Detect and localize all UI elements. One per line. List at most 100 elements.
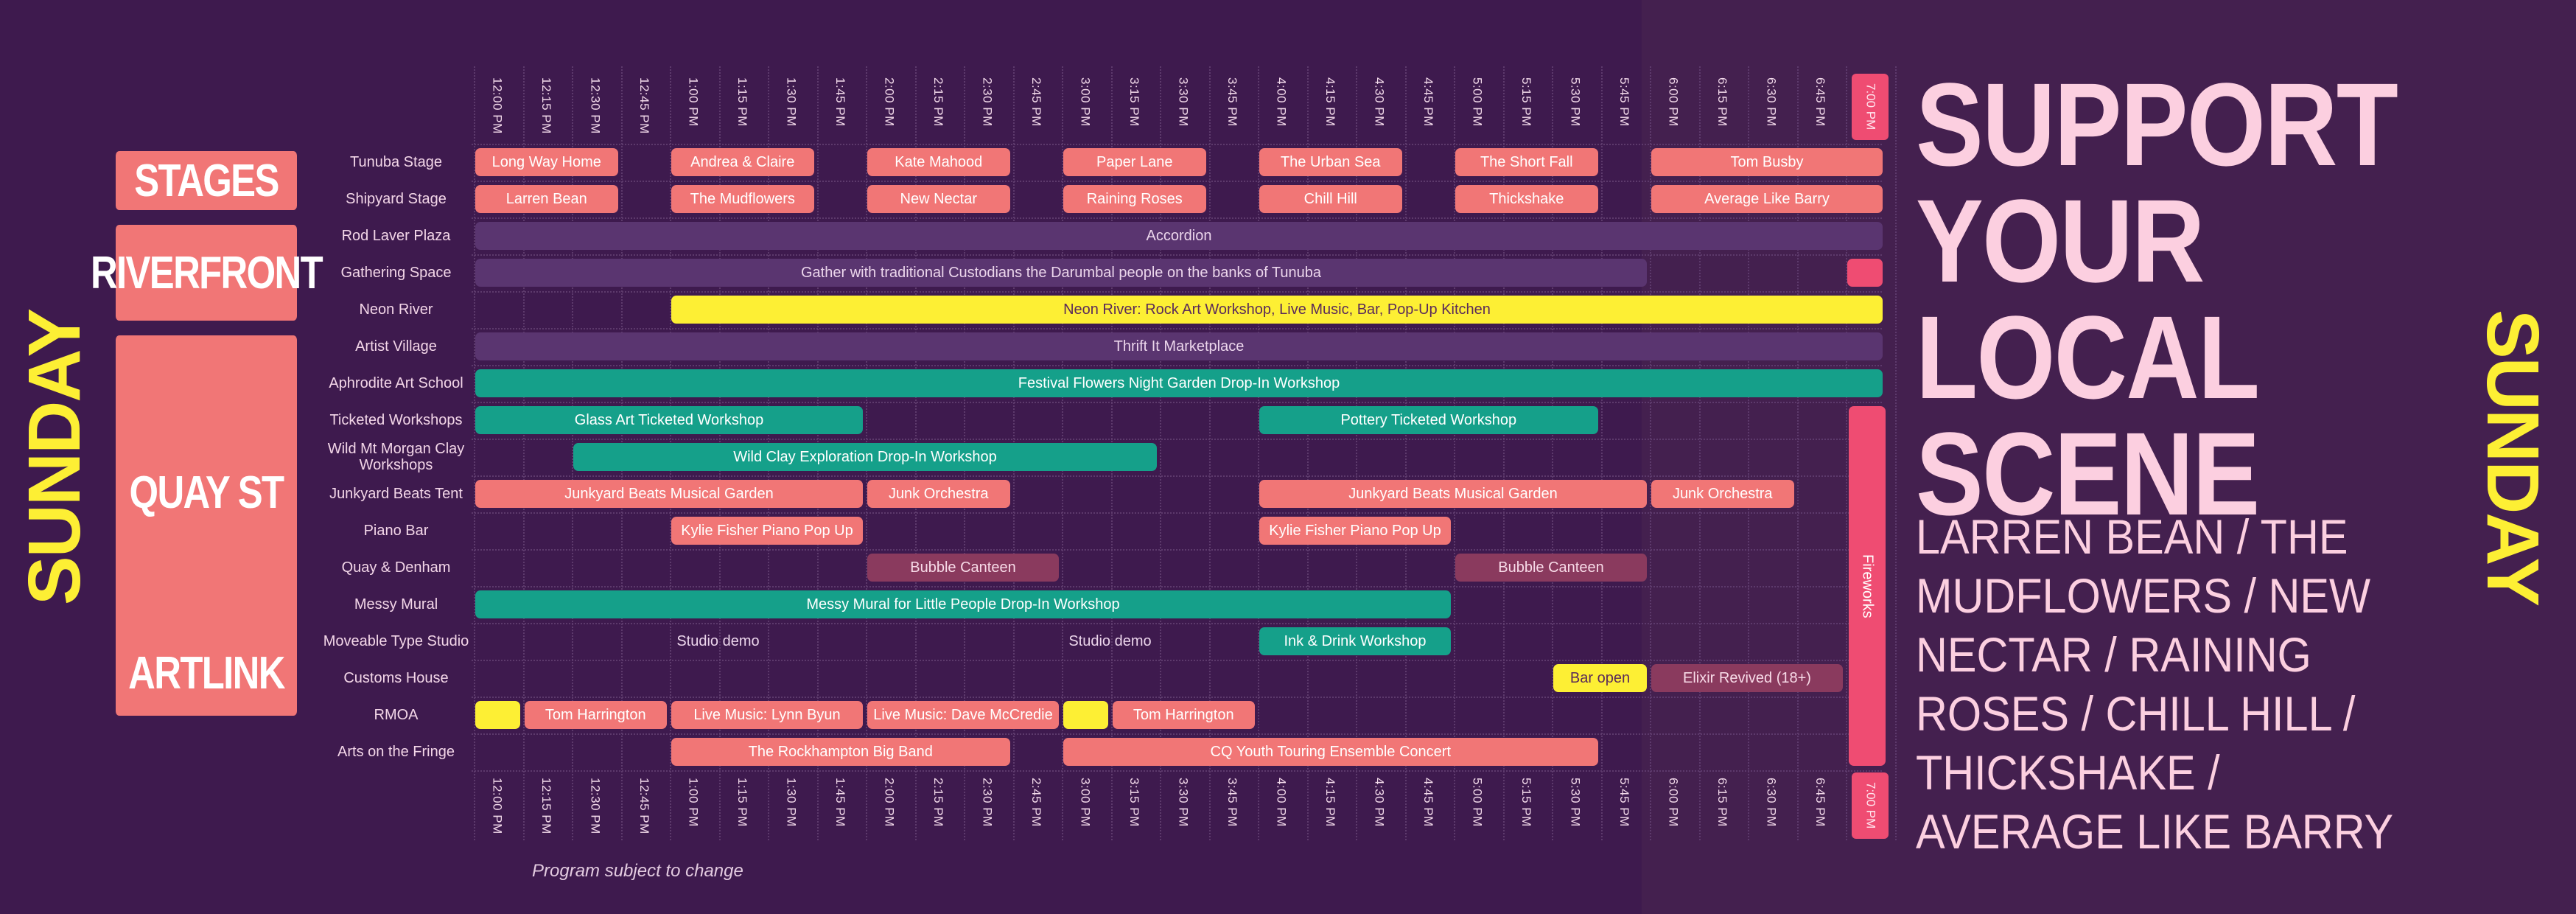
event-block[interactable]: Wild Clay Exploration Drop-In Workshop [573, 443, 1157, 471]
event-block[interactable]: Festival Flowers Night Garden Drop-In Wo… [475, 369, 1883, 397]
event-block[interactable]: Tom Harrington [524, 701, 667, 729]
time-label-bottom: 3:00 PM [1078, 778, 1093, 827]
time-label-top: 3:00 PM [1078, 77, 1093, 127]
event-block[interactable]: Bubble Canteen [867, 554, 1059, 582]
time-label-top: 5:30 PM [1568, 77, 1583, 127]
time-label-bottom: 3:30 PM [1176, 778, 1191, 827]
event-block[interactable]: Thrift It Marketplace [475, 332, 1883, 360]
event-block[interactable] [1063, 701, 1108, 729]
time-label-top: 6:15 PM [1715, 77, 1729, 127]
event-block[interactable]: Kylie Fisher Piano Pop Up [671, 517, 863, 545]
event-block[interactable]: Long Way Home [475, 148, 618, 176]
event-block[interactable]: Junkyard Beats Musical Garden [1259, 480, 1647, 508]
time-label-bottom: 2:15 PM [931, 778, 945, 827]
event-block[interactable]: Junk Orchestra [1651, 480, 1794, 508]
grid-line [1552, 66, 1553, 840]
venue-label: Neon River [359, 301, 433, 318]
category-artlink: ARTLINK [116, 630, 297, 716]
event-block[interactable]: Messy Mural for Little People Drop-In Wo… [475, 590, 1451, 618]
event-block[interactable]: Andrea & Claire [671, 148, 814, 176]
event-block[interactable]: Kate Mahood [867, 148, 1010, 176]
grid-line [472, 475, 1882, 477]
event-block[interactable]: Paper Lane [1063, 148, 1206, 176]
time-label-top: 3:45 PM [1225, 77, 1239, 127]
venue-label: Messy Mural [354, 596, 438, 613]
event-block[interactable]: Glass Art Ticketed Workshop [475, 406, 863, 434]
event-block[interactable]: Larren Bean [475, 185, 618, 213]
event-block[interactable]: Raining Roses [1063, 185, 1206, 213]
event-block[interactable]: Kylie Fisher Piano Pop Up [1259, 517, 1451, 545]
time-label-top: 4:45 PM [1421, 77, 1435, 127]
event-block[interactable] [475, 701, 520, 729]
grid-line [1894, 66, 1897, 840]
lineup-list: LARREN BEAN / THE MUDFLOWERS / NEW NECTA… [1916, 509, 2394, 859]
event-block[interactable]: New Nectar [867, 185, 1010, 213]
grid-line [472, 512, 1882, 514]
venue-label: Moveable Type Studio [323, 633, 469, 649]
grid-line [472, 439, 1882, 440]
event-block[interactable]: The Urban Sea [1259, 148, 1402, 176]
time-label-top: 1:00 PM [686, 77, 701, 127]
event-block[interactable]: Neon River: Rock Art Workshop, Live Musi… [671, 296, 1883, 324]
time-label-bottom: 1:30 PM [784, 778, 799, 827]
event-block[interactable]: Average Like Barry [1651, 185, 1883, 213]
event-block[interactable]: The Short Fall [1455, 148, 1598, 176]
event-block[interactable]: Thickshake [1455, 185, 1598, 213]
time-label-top: 5:00 PM [1470, 77, 1485, 127]
time-label-bottom: 1:00 PM [686, 778, 701, 827]
fireworks-block[interactable]: Fireworks [1849, 406, 1886, 766]
event-block[interactable]: Bubble Canteen [1455, 554, 1647, 582]
event-block[interactable]: Junkyard Beats Musical Garden [475, 480, 863, 508]
time-label-bottom: 5:15 PM [1519, 778, 1533, 827]
time-label-top: 2:15 PM [931, 77, 945, 127]
time-label-top: 1:30 PM [784, 77, 799, 127]
event-block[interactable] [1847, 259, 1883, 287]
time-label-top: 1:15 PM [735, 77, 749, 127]
time-label-top: 2:30 PM [980, 77, 995, 127]
event-block[interactable]: Studio demo [676, 632, 760, 649]
event-block[interactable]: Pottery Ticketed Workshop [1259, 406, 1598, 434]
event-block[interactable]: Studio demo [1068, 632, 1152, 649]
event-block[interactable]: Ink & Drink Workshop [1259, 627, 1451, 655]
venue-label: RMOA [374, 707, 419, 723]
time-label-bottom: 12:45 PM [637, 778, 651, 834]
time-label-bottom: 6:45 PM [1813, 778, 1827, 827]
time-label-top: 4:00 PM [1274, 77, 1289, 127]
time-label-top: 2:45 PM [1029, 77, 1043, 127]
event-block[interactable]: Chill Hill [1259, 185, 1402, 213]
time-label-bottom: 2:45 PM [1029, 778, 1043, 827]
time-label-bottom: 12:15 PM [539, 778, 553, 834]
time-label-top: 12:00 PM [490, 77, 505, 134]
event-block[interactable]: CQ Youth Touring Ensemble Concert [1063, 738, 1598, 766]
venue-label: Customs House [343, 670, 449, 686]
time-label-bottom: 6:00 PM [1666, 778, 1681, 827]
event-block[interactable]: Tom Busby [1651, 148, 1883, 176]
event-block[interactable]: Gather with traditional Custodians the D… [475, 259, 1647, 287]
time-label-top: 2:00 PM [882, 77, 897, 127]
event-block[interactable]: Elixir Revived (18+) [1651, 664, 1843, 692]
venue-label: Tunuba Stage [350, 154, 442, 170]
venue-label: Shipyard Stage [346, 191, 447, 207]
venue-label: Junkyard Beats Tent [329, 486, 463, 502]
time-label-bottom: 5:30 PM [1568, 778, 1583, 827]
event-block[interactable]: Bar open [1553, 664, 1647, 692]
grid-line [1502, 66, 1505, 840]
event-block[interactable]: Junk Orchestra [867, 480, 1010, 508]
event-block[interactable]: The Mudflowers [671, 185, 814, 213]
event-block[interactable]: Live Music: Dave McCredie [867, 701, 1059, 729]
time-label-top: 12:30 PM [588, 77, 603, 134]
event-block[interactable]: Tom Harrington [1112, 701, 1255, 729]
venue-label: Aphrodite Art School [329, 375, 463, 391]
grid-line [472, 328, 1882, 329]
grid-line [1698, 66, 1701, 840]
time-label-top: 6:00 PM [1666, 77, 1681, 127]
event-block[interactable]: The Rockhampton Big Band [671, 738, 1010, 766]
grid-line [522, 66, 525, 840]
grid-line [1600, 66, 1603, 840]
event-block[interactable]: Live Music: Lynn Byun [671, 701, 863, 729]
day-label-left-text: SUNDAY [13, 309, 97, 605]
grid-line [1846, 66, 1847, 840]
event-block[interactable]: Accordion [475, 222, 1883, 250]
time-label-bottom: 3:15 PM [1127, 778, 1141, 827]
venue-label: Artist Village [355, 338, 437, 355]
